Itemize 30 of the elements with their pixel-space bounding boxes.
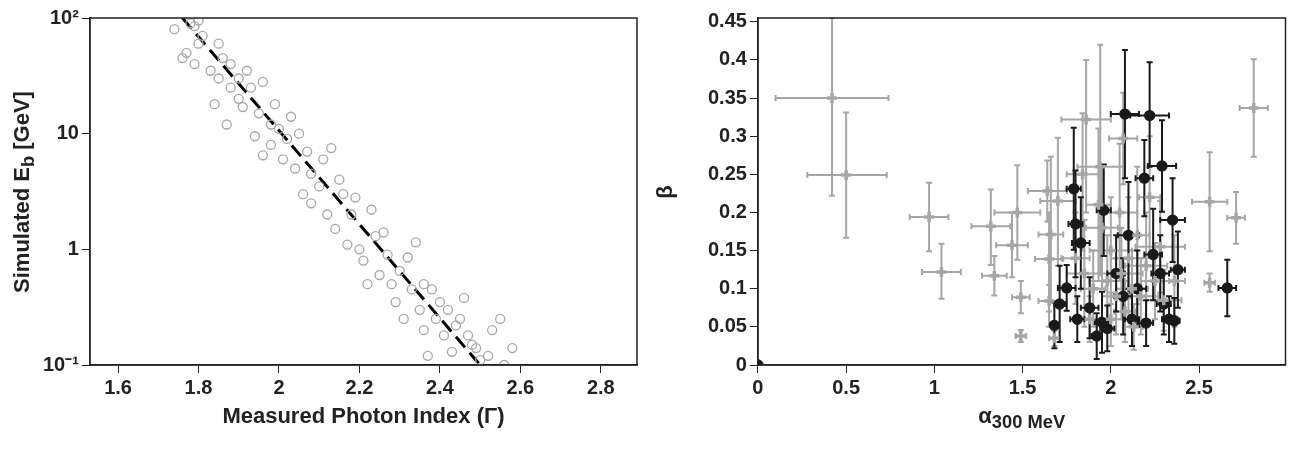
x-axis-title: Measured Photon Index (Γ): [222, 403, 505, 429]
y-tick-label: 10²: [50, 5, 80, 28]
y-tick-label: 0.15: [707, 238, 747, 261]
x-axis-title: α$_{300 MeV}$: [978, 403, 1066, 434]
y-tick-label: 0.2: [719, 199, 747, 222]
x-tick-label: 1: [928, 375, 940, 398]
x-tick-label: 2: [273, 375, 285, 398]
x-tick-label: 1.8: [184, 375, 213, 398]
y-tick-label: 10⁻¹: [43, 352, 80, 375]
y-tick-label: 0.05: [707, 314, 747, 337]
x-tick-label: 0: [752, 375, 764, 398]
x-tick-label: 0.5: [832, 375, 861, 398]
x-tick-label: 2.4: [425, 375, 455, 398]
y-tick-label: 0: [735, 352, 747, 375]
y-tick-label: 0.35: [707, 85, 747, 108]
x-tick-label: 1.6: [104, 375, 132, 398]
y-tick-label: 0.45: [707, 9, 747, 32]
x-tick-label: 2.8: [586, 375, 615, 398]
y-tick-label: 0.25: [707, 161, 747, 184]
x-tick-label: 2: [1105, 375, 1117, 398]
y-tick-label: 0.4: [719, 47, 748, 70]
x-tick-label: 2.6: [506, 375, 535, 398]
y-tick-label: 1: [67, 236, 79, 259]
x-tick-label: 1.5: [1008, 375, 1037, 398]
y-tick-label: 10: [56, 121, 79, 144]
x-tick-label: 2.5: [1185, 375, 1213, 398]
x-tick-label: 2.2: [345, 375, 374, 398]
y-axis-title: β: [652, 184, 678, 199]
y-tick-label: 0.1: [719, 276, 747, 299]
y-tick-label: 0.3: [719, 123, 747, 146]
